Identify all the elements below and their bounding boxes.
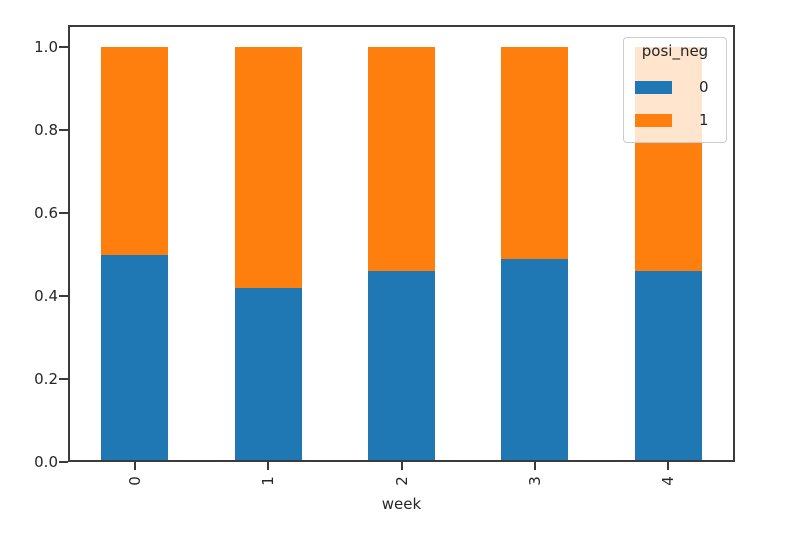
bar-segment-series-1: [235, 47, 302, 288]
plot-area: [68, 25, 735, 462]
y-tick-mark: [59, 46, 68, 48]
legend-swatch-icon: [635, 114, 672, 127]
bar-segment-series-0: [635, 271, 702, 462]
y-tick-label: 1.0: [34, 38, 58, 56]
y-tick-label: 0.2: [34, 370, 58, 388]
legend-row: 0: [624, 78, 726, 96]
y-tick-mark: [59, 295, 68, 297]
y-tick-mark: [59, 461, 68, 463]
x-tick-mark: [134, 462, 136, 470]
y-tick-mark: [59, 378, 68, 380]
y-tick-label: 0.6: [34, 204, 58, 222]
bar-week-2: [368, 47, 435, 462]
bar-segment-series-0: [101, 254, 168, 462]
x-tick-mark: [401, 462, 403, 470]
y-tick-mark: [59, 212, 68, 214]
bar-segment-series-0: [501, 258, 568, 462]
y-tick-label: 0.8: [34, 121, 58, 139]
bar-segment-series-1: [101, 47, 168, 255]
bar-week-3: [501, 47, 568, 462]
x-tick-mark: [267, 462, 269, 470]
bar-segment-series-0: [368, 271, 435, 462]
legend-title: posi_neg: [641, 42, 709, 60]
x-tick-mark: [667, 462, 669, 470]
bar-segment-series-0: [235, 287, 302, 462]
y-tick-mark: [59, 129, 68, 131]
legend-label: 1: [699, 111, 709, 129]
legend-swatch-icon: [635, 81, 672, 94]
bar-segment-series-1: [501, 47, 568, 259]
x-tick-mark: [534, 462, 536, 470]
x-axis-label: week: [381, 495, 422, 513]
bar-week-0: [101, 47, 168, 462]
bar-segment-series-1: [368, 47, 435, 272]
y-tick-label: 0.0: [34, 453, 58, 471]
legend-label: 0: [699, 78, 709, 96]
legend-row: 1: [624, 111, 726, 129]
y-tick-label: 0.4: [34, 287, 58, 305]
bar-week-1: [235, 47, 302, 462]
